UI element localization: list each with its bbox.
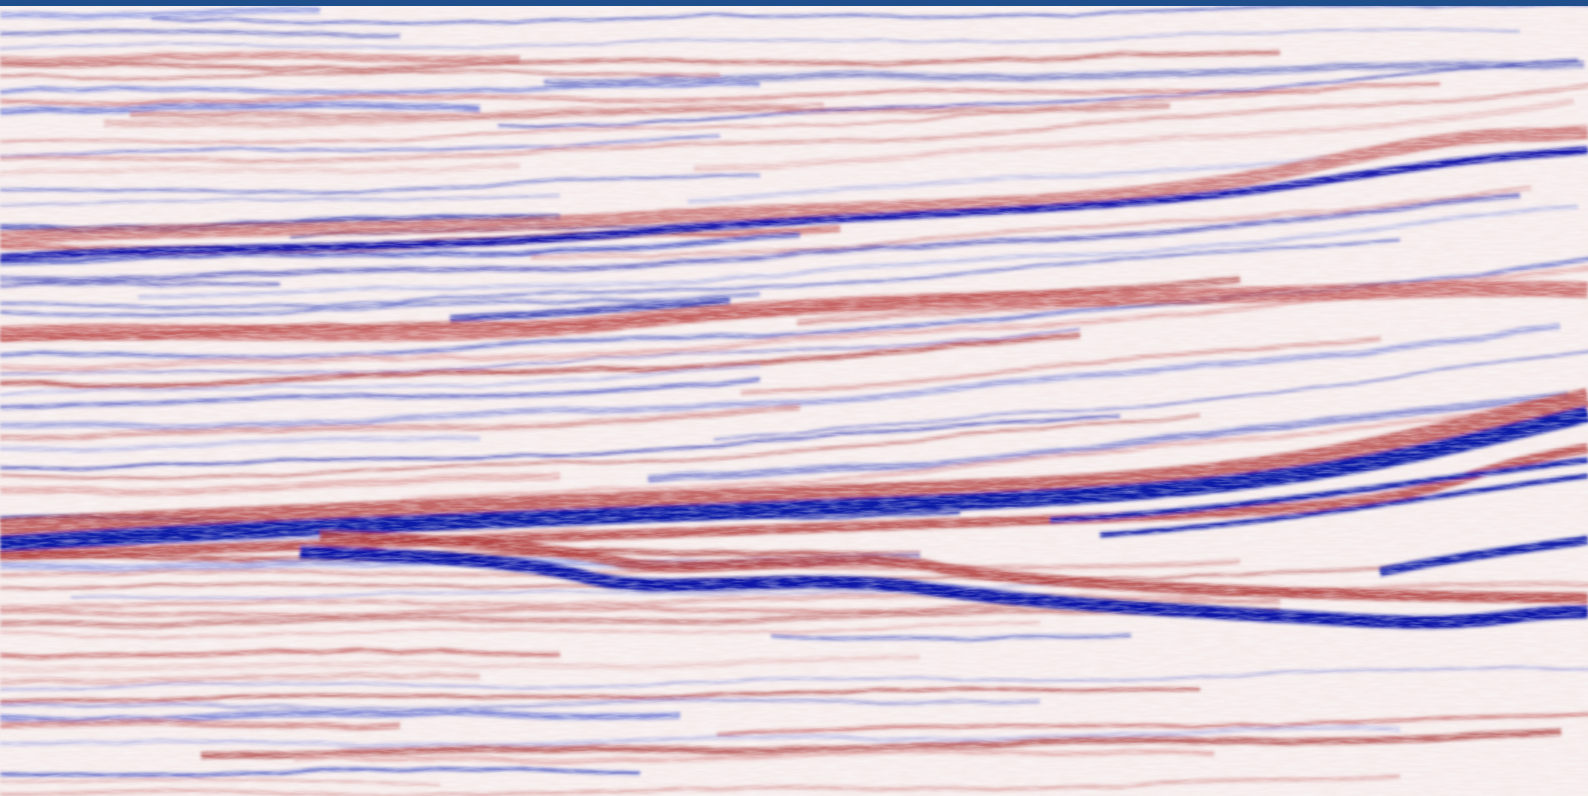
top-bar	[0, 0, 1588, 6]
